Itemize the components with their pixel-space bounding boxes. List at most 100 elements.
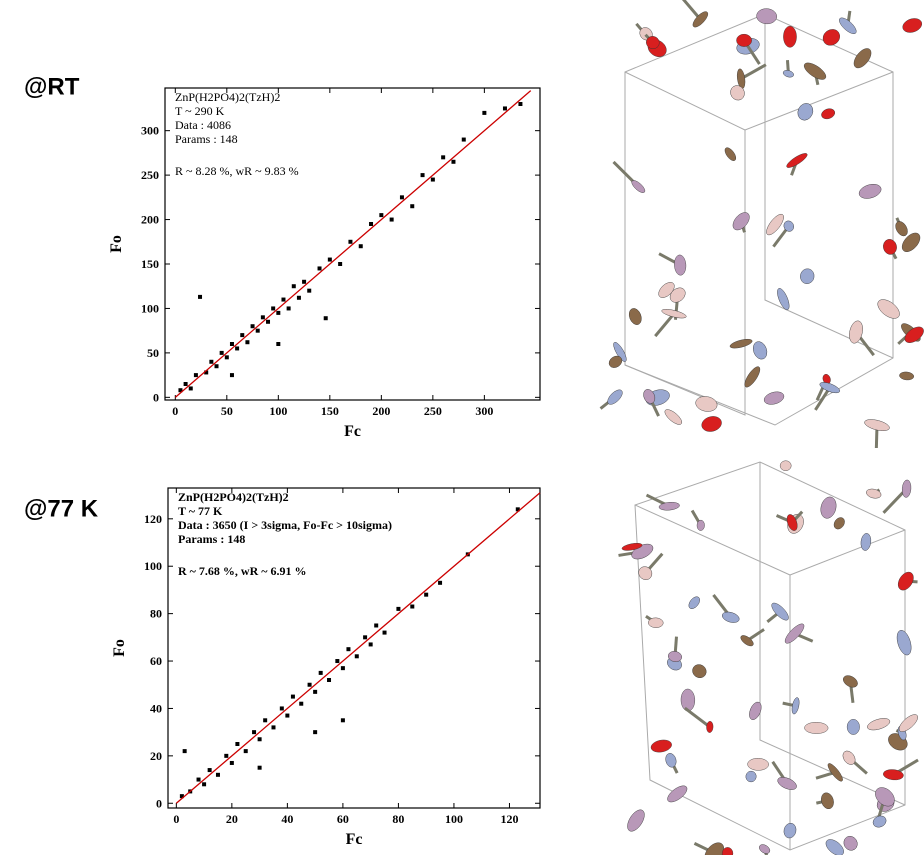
data-point	[240, 333, 244, 337]
bond	[741, 65, 766, 79]
atom	[847, 719, 860, 734]
atom	[665, 783, 690, 805]
panel-label: @RT	[24, 73, 80, 100]
atom	[782, 621, 806, 646]
atom	[751, 340, 769, 362]
atom	[700, 414, 723, 433]
data-point	[369, 222, 373, 226]
atom	[706, 721, 713, 733]
atom	[785, 151, 809, 170]
data-point	[208, 768, 212, 772]
data-point	[271, 725, 275, 729]
x-tick-label: 20	[226, 812, 238, 826]
x-tick-label: 0	[172, 404, 178, 418]
x-tick-label: 250	[424, 404, 442, 418]
x-tick-label: 120	[500, 812, 518, 826]
atom	[730, 209, 753, 233]
data-point	[421, 173, 425, 177]
cell-edge	[625, 72, 745, 415]
atom	[780, 461, 791, 471]
atom	[826, 762, 845, 784]
x-tick-label: 80	[392, 812, 404, 826]
data-point	[518, 102, 522, 106]
y-tick-label: 120	[144, 512, 162, 526]
data-point	[338, 262, 342, 266]
annotation: T ~ 77 K	[178, 504, 223, 518]
annotation: Params : 148	[178, 532, 245, 546]
atom	[745, 770, 758, 783]
annotation: ZnP(H2PO4)2(TzH)2	[175, 90, 280, 104]
chart: @RT050100150200250300050100150200250300F…	[24, 73, 540, 440]
y-tick-label: 250	[141, 168, 159, 182]
data-point	[341, 666, 345, 670]
data-point	[235, 346, 239, 350]
atom	[894, 629, 914, 657]
atom	[782, 69, 794, 78]
atom	[866, 716, 891, 732]
data-point	[424, 593, 428, 597]
atom	[841, 834, 860, 853]
atom	[648, 618, 663, 628]
y-tick-label: 100	[141, 301, 159, 315]
x-tick-label: 100	[269, 404, 287, 418]
atom	[896, 712, 920, 735]
atom	[747, 758, 768, 771]
x-tick-label: 200	[372, 404, 390, 418]
x-tick-label: 60	[337, 812, 349, 826]
data-point	[341, 718, 345, 722]
x-axis-label: Fc	[346, 831, 363, 848]
atom	[851, 45, 875, 71]
panel-label: @77 K	[24, 495, 99, 522]
data-point	[308, 683, 312, 687]
atom	[799, 268, 815, 285]
data-point	[313, 730, 317, 734]
atom	[697, 520, 705, 531]
atom	[736, 34, 752, 47]
data-point	[245, 340, 249, 344]
atom	[663, 407, 685, 427]
y-tick-label: 100	[144, 559, 162, 573]
atom	[694, 395, 718, 413]
data-point	[256, 329, 260, 333]
annotation: R ~ 8.28 %, wR ~ 9.83 %	[175, 164, 299, 178]
data-point	[355, 654, 359, 658]
atom	[819, 791, 835, 810]
y-tick-label: 300	[141, 124, 159, 138]
data-point	[438, 581, 442, 585]
data-point	[346, 647, 350, 651]
data-point	[230, 373, 234, 377]
atom	[687, 595, 702, 611]
data-point	[261, 315, 265, 319]
data-point	[503, 106, 507, 110]
data-point	[198, 295, 202, 299]
atom	[723, 146, 738, 163]
data-point	[202, 782, 206, 786]
data-point	[224, 754, 228, 758]
data-point	[281, 298, 285, 302]
atom	[885, 730, 910, 754]
data-point	[276, 342, 280, 346]
data-point	[235, 742, 239, 746]
atom	[902, 480, 912, 498]
data-point	[319, 671, 323, 675]
data-point	[327, 678, 331, 682]
data-point	[216, 773, 220, 777]
data-point	[197, 778, 201, 782]
atom	[899, 371, 914, 380]
y-tick-label: 80	[150, 607, 162, 621]
data-point	[220, 351, 224, 355]
data-point	[271, 306, 275, 310]
data-point	[390, 218, 394, 222]
data-point	[244, 749, 248, 753]
data-point	[194, 373, 198, 377]
atom	[857, 182, 882, 201]
annotation: Data : 3650 (I > 3sigma, Fo-Fc > 10sigma…	[178, 518, 392, 532]
data-point	[379, 213, 383, 217]
atom	[624, 807, 648, 834]
data-point	[258, 737, 262, 741]
data-point	[451, 160, 455, 164]
data-point	[184, 382, 188, 386]
y-axis-label: Fo	[111, 639, 128, 657]
atom	[729, 337, 753, 350]
data-point	[258, 766, 262, 770]
